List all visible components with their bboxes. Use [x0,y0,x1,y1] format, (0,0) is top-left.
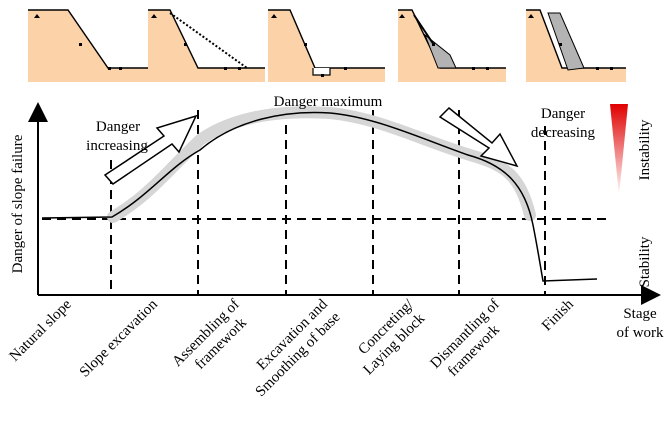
stage-label: Slope excavation [77,296,161,380]
stability-label: Stability [637,236,653,287]
stage-boundaries [42,110,612,295]
danger-maximum-label: Danger maximum [274,94,383,110]
slope-excavation-thumbnail [148,9,265,82]
stage-labels: Natural slope Slope excavation Assemblin… [7,296,578,400]
danger-increasing-line2: increasing [86,138,148,154]
increasing-arrow [103,114,198,185]
natural-slope-thumbnail [28,9,148,82]
danger-decreasing-line1: Danger [541,106,585,122]
decreasing-arrow [438,106,519,168]
x-axis-title-line2: of work [616,325,664,341]
stage-label: Natural slope [7,296,75,364]
instability-wedge [610,104,628,196]
stage-label: Finish [539,296,577,334]
framework-concreting-thumbnail [398,9,506,82]
instability-label: Instability [637,119,653,180]
base-excavation-thumbnail [268,9,385,82]
x-axis-title-line1: Stage [623,306,657,322]
danger-curve [41,111,598,282]
danger-increasing-line1: Danger [96,119,140,135]
y-axis-title: Danger of slope failure [10,134,26,273]
danger-decreasing-line2: decreasing [531,125,596,141]
finished-wall-thumbnail [526,9,626,82]
